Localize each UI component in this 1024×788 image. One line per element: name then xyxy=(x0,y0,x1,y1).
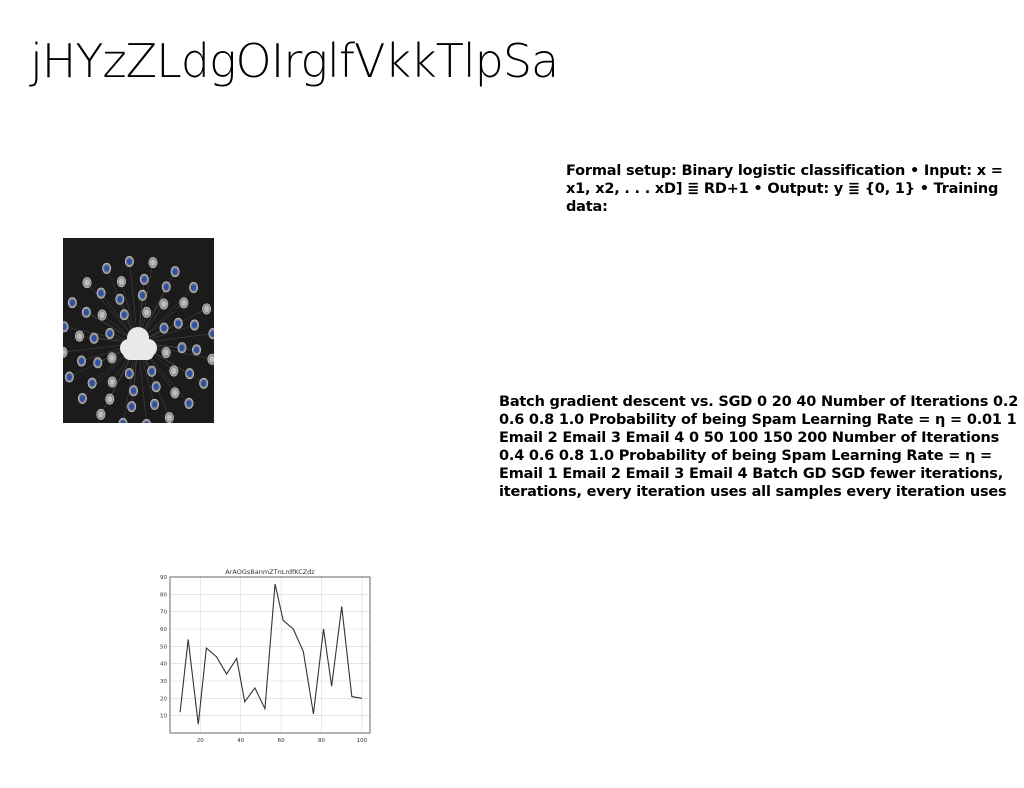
network-node-core xyxy=(172,268,178,275)
network-node-core xyxy=(98,411,104,418)
network-node-core xyxy=(181,299,187,307)
network-node-core xyxy=(104,265,110,272)
network-node-core xyxy=(89,379,95,387)
y-tick-label: 60 xyxy=(160,627,167,633)
x-tick-label: 20 xyxy=(197,738,204,744)
network-node-core xyxy=(139,292,146,299)
cloud-shape xyxy=(120,327,157,360)
network-node-core xyxy=(141,276,147,283)
y-tick-label: 80 xyxy=(160,592,167,598)
series-line xyxy=(179,583,363,725)
network-node-core xyxy=(118,278,125,285)
y-tick-label: 30 xyxy=(160,679,167,685)
network-node-core xyxy=(191,321,198,329)
network-node-core xyxy=(179,344,185,351)
network-node-core xyxy=(186,400,192,407)
network-node-core xyxy=(107,330,113,337)
network-node-core xyxy=(187,370,193,377)
network-node-core xyxy=(126,370,132,377)
network-node-core xyxy=(99,311,105,319)
x-tick-label: 100 xyxy=(357,738,368,744)
network-node-core xyxy=(209,356,214,363)
network-node xyxy=(142,418,151,423)
network-node-core xyxy=(95,359,101,366)
network-node-core xyxy=(83,309,89,316)
plot-area-frame xyxy=(169,576,371,734)
network-node-core xyxy=(109,354,115,362)
network-node-core xyxy=(66,373,72,381)
network-node-core xyxy=(151,401,158,408)
network-node-core xyxy=(69,299,75,306)
y-tick-label: 90 xyxy=(160,575,167,581)
network-node-core xyxy=(120,420,126,423)
network-node-core xyxy=(63,349,66,356)
network-node-core xyxy=(107,395,113,403)
x-tick-label: 80 xyxy=(318,738,325,744)
network-node-core xyxy=(163,349,169,356)
network-node-core xyxy=(163,283,169,291)
network-nodes xyxy=(63,256,214,423)
x-tick-label: 60 xyxy=(278,738,285,744)
network-node-core xyxy=(161,300,167,308)
network-node-core xyxy=(153,383,159,390)
network-node-core xyxy=(144,421,149,423)
cloud-network-icon xyxy=(63,238,214,423)
network-node-core xyxy=(84,279,90,286)
network-node-core xyxy=(144,309,150,316)
network-node-core xyxy=(204,305,210,313)
line-chart: ArAOGsBanmZTnLrdfKCZdz 10 20 30 40 50 60 70 80 9… xyxy=(160,568,371,744)
network-node-core xyxy=(126,258,133,265)
network-node-core xyxy=(129,403,135,410)
network-node-core xyxy=(121,311,127,318)
network-node-core xyxy=(63,323,67,330)
chart-title: ArAOGsBanmZTnLrdfKCZdz xyxy=(225,568,315,576)
network-link xyxy=(137,308,207,344)
network-node-core xyxy=(76,332,83,340)
axis-ticks: 10 20 30 40 50 60 70 80 90 20 40 60 80 100 xyxy=(160,575,368,744)
network-node-core xyxy=(201,380,207,387)
network-node-core xyxy=(210,330,214,337)
network-node-core xyxy=(193,346,200,354)
y-tick-label: 10 xyxy=(160,714,167,720)
network-node-core xyxy=(150,259,156,266)
network-node-core xyxy=(172,389,178,397)
network-node-core xyxy=(117,296,123,303)
sgd-comparison-text: Batch gradient descent vs. SGD 0 20 40 N… xyxy=(499,394,1019,500)
y-tick-label: 40 xyxy=(160,662,167,668)
network-node-core xyxy=(79,395,86,402)
y-tick-label: 20 xyxy=(160,696,167,702)
network-node-core xyxy=(109,378,115,386)
network-node-core xyxy=(190,284,197,291)
slide-title: jHYzZLdgOIrglfVkkTlpSa xyxy=(30,34,559,88)
y-tick-label: 50 xyxy=(160,644,167,650)
network-node-core xyxy=(171,367,177,375)
network-node-core xyxy=(78,357,85,365)
network-node-core xyxy=(161,324,167,332)
network-node-core xyxy=(166,414,172,421)
network-node-core xyxy=(130,387,137,394)
network-node-core xyxy=(91,335,97,342)
network-node-core xyxy=(149,368,155,375)
x-tick-label: 40 xyxy=(237,738,244,744)
network-node-core xyxy=(98,289,104,297)
y-tick-label: 70 xyxy=(160,610,167,616)
network-node-core xyxy=(175,320,181,327)
formal-setup-text: Formal setup: Binary logistic classifica… xyxy=(566,163,1003,215)
